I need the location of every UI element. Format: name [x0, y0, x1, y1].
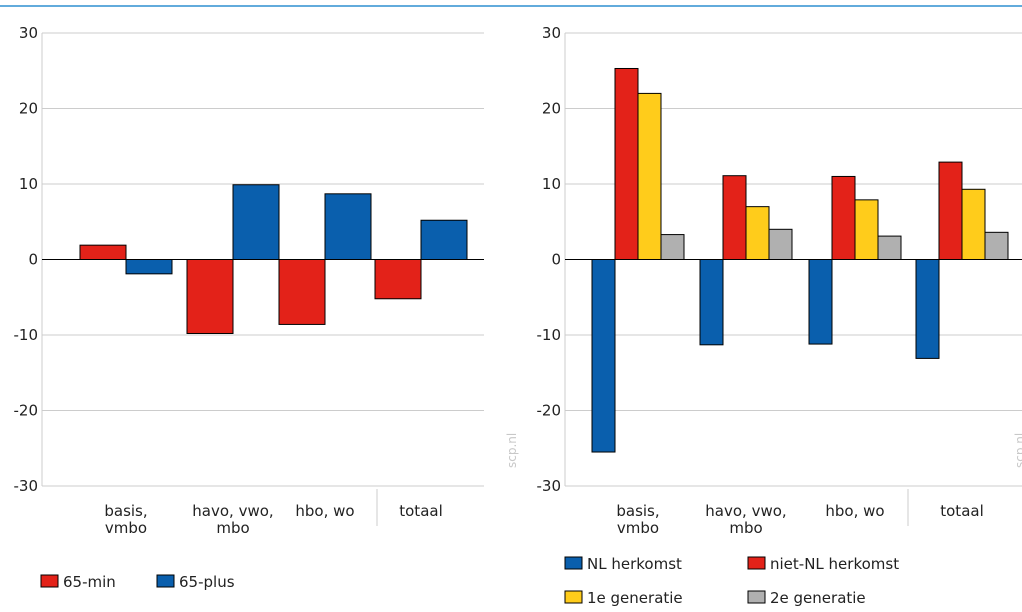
bar-niet-nl-herkomst-3 — [938, 161, 963, 260]
y-tick-label: -30 — [537, 477, 562, 495]
legend-swatch — [747, 556, 766, 570]
bar-65-plus-2 — [324, 193, 372, 260]
bar-65-min-3 — [374, 259, 422, 300]
category-label: havo, vwo, mbo — [192, 502, 273, 537]
y-tick-label: -20 — [537, 402, 562, 420]
legend-label: 65-min — [63, 573, 116, 591]
chart-left: 30 20 10 0 -10 -20 -30 basis, vmbo havo, vwo, mbo h… — [14, 24, 520, 591]
legend-swatch — [747, 590, 766, 604]
bar-65-plus-0 — [125, 259, 173, 275]
bar-65-min-1 — [186, 259, 234, 334]
y-tick-label: 30 — [542, 24, 561, 42]
watermark: scp.nl — [1013, 433, 1022, 468]
y-tick-label: 20 — [542, 100, 561, 118]
legend-swatch — [156, 574, 175, 588]
bar-niet-nl-herkomst-2 — [831, 175, 856, 260]
bar-nl-herkomst-2 — [808, 259, 833, 345]
y-tick-label: -20 — [14, 402, 39, 420]
legend-label: 65-plus — [179, 573, 235, 591]
y-tick-label: 0 — [551, 251, 561, 269]
category-label: basis, vmbo — [104, 502, 147, 537]
bar-niet-nl-herkomst-1 — [722, 175, 747, 261]
y-tick-label: 30 — [19, 24, 38, 42]
bar-65-plus-1 — [232, 184, 280, 261]
chart-right: 30 20 10 0 -10 -20 -30 basis, vmbo havo, vwo, mbo h… — [537, 24, 1022, 607]
y-tick-label: 10 — [542, 175, 561, 193]
bar-1e-generatie-3 — [961, 188, 986, 260]
legend-label: 2e generatie — [770, 589, 866, 607]
legend-label: niet-NL herkomst — [770, 555, 899, 573]
bar-2e-generatie-0 — [660, 234, 685, 261]
category-label: hbo, wo — [295, 502, 354, 520]
category-label: totaal — [940, 502, 984, 520]
y-tick-label: -10 — [14, 326, 39, 344]
bar-2e-generatie-3 — [984, 231, 1009, 261]
y-tick-label: -10 — [537, 326, 562, 344]
legend-label: NL herkomst — [587, 555, 682, 573]
bar-1e-generatie-1 — [745, 206, 770, 260]
watermark: scp.nl — [505, 433, 519, 468]
y-tick-label: -30 — [14, 477, 39, 495]
bar-65-min-2 — [278, 259, 326, 325]
legend-swatch — [40, 574, 59, 588]
bar-nl-herkomst-1 — [699, 259, 724, 346]
y-tick-label: 20 — [19, 100, 38, 118]
y-tick-label: 0 — [28, 251, 38, 269]
bar-65-min-0 — [79, 244, 127, 260]
bar-2e-generatie-2 — [877, 235, 902, 261]
bar-nl-herkomst-3 — [915, 259, 940, 359]
category-label: havo, vwo, mbo — [705, 502, 786, 537]
bar-1e-generatie-0 — [637, 92, 662, 261]
y-tick-label: 10 — [19, 175, 38, 193]
category-label: hbo, wo — [825, 502, 884, 520]
category-label: basis, vmbo — [616, 502, 659, 537]
bar-nl-herkomst-0 — [591, 259, 616, 453]
bar-niet-nl-herkomst-0 — [614, 67, 639, 260]
bar-65-plus-3 — [420, 219, 468, 261]
bar-2e-generatie-1 — [768, 228, 793, 261]
category-label: totaal — [399, 502, 443, 520]
bar-1e-generatie-2 — [854, 199, 879, 260]
legend-swatch — [564, 556, 583, 570]
legend-label: 1e generatie — [587, 589, 683, 607]
legend-swatch — [564, 590, 583, 604]
